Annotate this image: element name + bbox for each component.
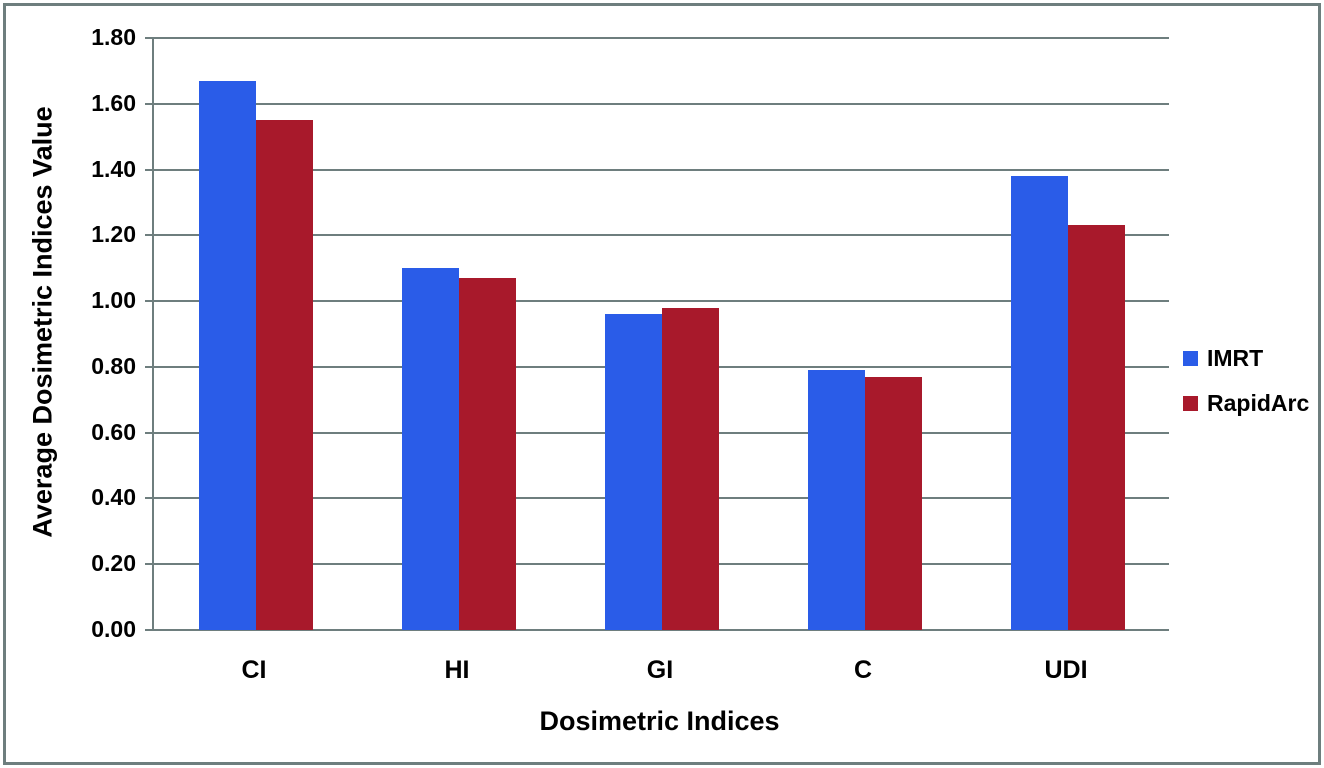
legend-swatch-rapidarc [1183,396,1198,411]
x-category-label: C [853,656,873,684]
legend-item-imrt: IMRT [1183,347,1309,370]
bar-imrt-ci [199,81,256,630]
x-category-label: CI [241,656,267,684]
gridline [145,37,1169,39]
bar-rapidarc-ci [256,120,313,630]
y-tick-label: 1.60 [91,90,136,116]
y-tick-label: 0.60 [91,419,136,445]
legend-swatch-imrt [1183,351,1198,366]
y-tick-label: 1.00 [91,287,136,313]
y-tick-label: 0.20 [91,550,136,576]
bar-imrt-c [808,370,865,630]
gridline [145,103,1169,105]
legend-item-rapidarc: RapidArc [1183,392,1309,415]
gridline [145,300,1169,302]
legend: IMRT RapidArc [1183,347,1309,415]
bar-rapidarc-c [865,377,922,630]
x-axis-line [145,629,1169,631]
x-category-label: UDI [1044,656,1088,684]
y-tick-label: 1.40 [91,156,136,182]
bar-imrt-hi [402,268,459,630]
gridline [145,169,1169,171]
bar-imrt-gi [605,314,662,630]
legend-label-imrt: IMRT [1207,345,1264,371]
y-tick-label: 1.20 [91,221,136,247]
legend-label-rapidarc: RapidArc [1207,390,1310,416]
plot-area [145,37,1169,631]
y-tick-label: 0.40 [91,484,136,510]
y-tick-label: 0.80 [91,353,136,379]
bar-rapidarc-hi [459,278,516,630]
bar-rapidarc-gi [662,308,719,630]
y-tick-label: 1.80 [91,24,136,50]
bar-imrt-udi [1011,176,1068,630]
x-category-label: HI [444,656,470,684]
gridline [145,234,1169,236]
x-axis-title: Dosimetric Indices [539,706,780,736]
x-category-label: GI [646,656,674,684]
bar-rapidarc-udi [1068,225,1125,630]
y-tick-label: 0.00 [91,616,136,642]
